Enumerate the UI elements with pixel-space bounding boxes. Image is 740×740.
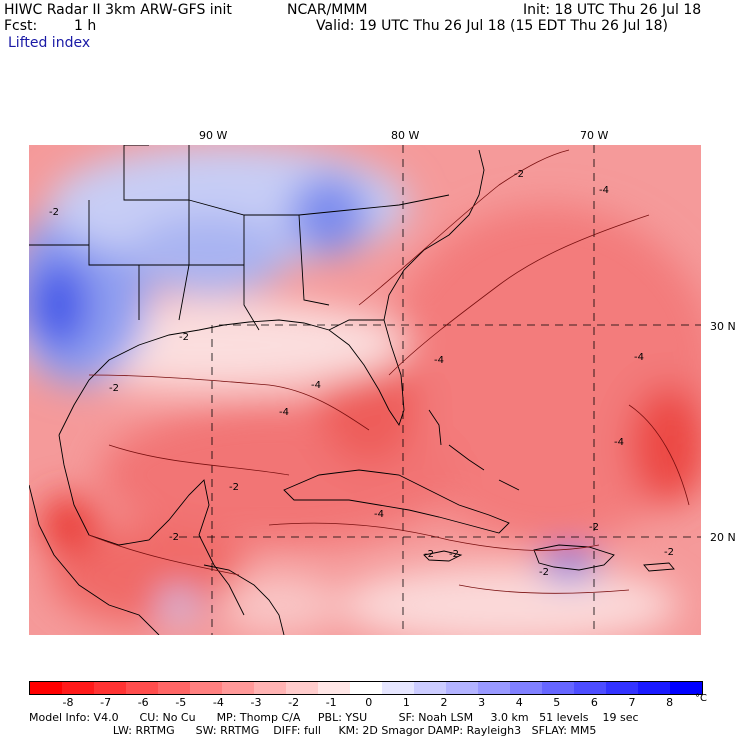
colorbar-tick-label: 7 [628, 696, 636, 709]
colorbar-tick-label: 6 [590, 696, 598, 709]
colorbar-tick-label: 1 [402, 696, 410, 709]
colorbar-segment [318, 682, 350, 694]
lon-label-70w: 70 W [580, 129, 609, 142]
colorbar-tick-label: 2 [440, 696, 448, 709]
contour-label: -4 [311, 380, 321, 391]
contour-label: -2 [424, 549, 434, 560]
colorbar [29, 681, 703, 695]
graticule [179, 145, 701, 635]
colorbar-tick-label: 0 [365, 696, 373, 709]
colorbar-segment [94, 682, 126, 694]
colorbar-tick-label: -2 [288, 696, 300, 709]
lon-label-80w: 80 W [391, 129, 420, 142]
contour-label: -4 [279, 407, 289, 418]
contour-label: -2 [514, 169, 524, 180]
colorbar-segment [574, 682, 606, 694]
colorbar-tick-label: 3 [478, 696, 486, 709]
colorbar-segment [638, 682, 670, 694]
colorbar-tick-label: -3 [250, 696, 262, 709]
init-time: Init: 18 UTC Thu 26 Jul 18 [523, 2, 702, 18]
colorbar-segment [350, 682, 382, 694]
colorbar-tick-label: -4 [212, 696, 224, 709]
colorbar-tick-label: 5 [553, 696, 561, 709]
colorbar-unit: °C [695, 693, 707, 704]
contour-label: -2 [229, 482, 239, 493]
colorbar-tick-label: -7 [100, 696, 112, 709]
colorbar-segment [222, 682, 254, 694]
organization-label: NCAR/MMM [287, 2, 368, 18]
field-name: Lifted index [8, 35, 91, 51]
lat-label-30n: 30 N [710, 320, 736, 333]
colorbar-tick-label: -8 [62, 696, 74, 709]
colorbar-segment [446, 682, 478, 694]
contour-label: -4 [599, 185, 609, 196]
colorbar-tick-label: -5 [175, 696, 187, 709]
colorbar-segment [606, 682, 638, 694]
colorbar-segment [542, 682, 574, 694]
model-info-line1: Model Info: V4.0 CU: No Cu MP: Thomp C/A… [29, 711, 639, 724]
forecast-label: Fcst: [4, 18, 38, 34]
colorbar-segment [30, 682, 62, 694]
contour-labels: -2 -4 -2 -4 -2 -4 -4 -2 -2 -4 -2 -4 -2 -… [49, 169, 674, 578]
colorbar-segment [62, 682, 94, 694]
contour-label: -4 [374, 509, 384, 520]
colorbar-tick-label: 8 [666, 696, 674, 709]
product-title: HIWC Radar II 3km ARW-GFS init [4, 2, 232, 18]
contour-label: -4 [634, 352, 644, 363]
colorbar-segment [670, 682, 702, 694]
colorbar-tick-label: 4 [515, 696, 523, 709]
model-info-line2: LW: RRTMG SW: RRTMG DIFF: full KM: 2D Sm… [29, 724, 597, 737]
colorbar-segment [254, 682, 286, 694]
lifted-index-map: -2 -4 -2 -4 -2 -4 -4 -2 -2 -4 -2 -4 -2 -… [29, 145, 701, 635]
map-canvas: -2 -4 -2 -4 -2 -4 -4 -2 -2 -4 -2 -4 -2 -… [29, 145, 701, 635]
forecast-hour: 1 h [74, 18, 97, 34]
contour-label: -4 [434, 355, 444, 366]
contour-label: -2 [539, 567, 549, 578]
contour-label: -2 [589, 522, 599, 533]
contour-label: -2 [169, 532, 179, 543]
contour-label: -2 [49, 207, 59, 218]
colorbar-segment [126, 682, 158, 694]
lat-label-20n: 20 N [710, 531, 736, 544]
lon-label-90w: 90 W [199, 129, 228, 142]
contours [88, 149, 690, 594]
contour-label: -2 [109, 383, 119, 394]
colorbar-segment [382, 682, 414, 694]
colorbar-segment [478, 682, 510, 694]
colorbar-tick-label: -1 [325, 696, 337, 709]
colorbar-segment [158, 682, 190, 694]
contour-label: -4 [614, 437, 624, 448]
valid-time: Valid: 19 UTC Thu 26 Jul 18 (15 EDT Thu … [316, 18, 668, 34]
colorbar-segment [286, 682, 318, 694]
colorbar-segment [510, 682, 542, 694]
contour-label: -2 [179, 332, 189, 343]
contour-label: -2 [664, 547, 674, 558]
contour-label: -2 [449, 549, 459, 560]
colorbar-segment [414, 682, 446, 694]
colorbar-segment [190, 682, 222, 694]
colorbar-tick-label: -6 [137, 696, 149, 709]
boundaries [29, 145, 675, 635]
